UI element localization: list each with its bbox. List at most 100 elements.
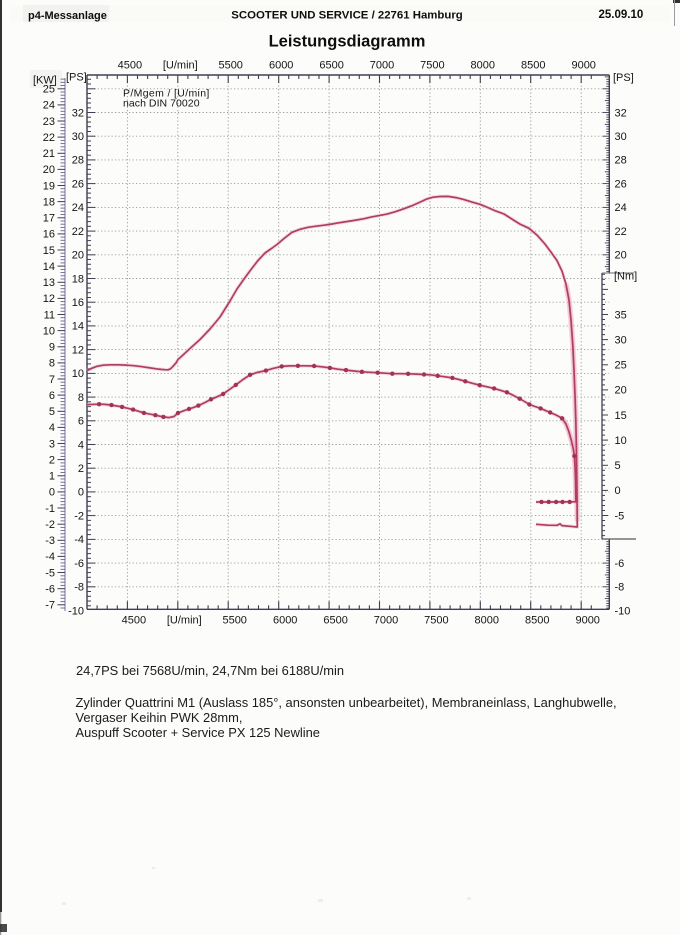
svg-text:5: 5 (615, 460, 621, 472)
svg-text:20: 20 (615, 250, 627, 262)
svg-text:22: 22 (72, 226, 84, 238)
svg-text:-6: -6 (45, 584, 55, 596)
svg-text:-8: -8 (615, 582, 625, 594)
svg-text:9000: 9000 (571, 60, 595, 72)
svg-text:24,7PS bei 7568U/min, 24,7Nm b: 24,7PS bei 7568U/min, 24,7Nm bei 6188U/m… (76, 663, 344, 678)
svg-text:4500: 4500 (118, 60, 142, 72)
svg-text:4: 4 (78, 439, 84, 451)
svg-text:-4: -4 (45, 551, 55, 563)
svg-text:16: 16 (72, 297, 84, 309)
svg-text:5500: 5500 (222, 615, 246, 627)
svg-text:25: 25 (43, 84, 55, 96)
svg-text:24: 24 (72, 202, 84, 214)
svg-text:6000: 6000 (269, 60, 293, 72)
svg-text:20: 20 (43, 164, 55, 176)
svg-text:2: 2 (78, 463, 84, 475)
svg-text:-4: -4 (74, 534, 84, 546)
svg-text:5: 5 (49, 406, 55, 418)
svg-text:10: 10 (615, 435, 627, 447)
svg-text:21: 21 (43, 148, 55, 160)
svg-text:0: 0 (615, 485, 621, 497)
svg-text:14: 14 (72, 321, 84, 333)
svg-text:Leistungsdiagramm: Leistungsdiagramm (269, 33, 426, 51)
svg-text:8500: 8500 (525, 615, 549, 627)
svg-text:12: 12 (43, 293, 55, 305)
svg-text:8: 8 (78, 392, 84, 404)
svg-text:7: 7 (49, 374, 55, 386)
svg-text:8: 8 (49, 358, 55, 370)
svg-text:Zylinder Quattrini M1 (Auslass: Zylinder Quattrini M1 (Auslass 185°, ans… (76, 695, 617, 710)
svg-text:10: 10 (72, 368, 84, 380)
svg-text:24: 24 (43, 100, 55, 112)
svg-text:15: 15 (43, 245, 55, 257)
svg-text:-6: -6 (615, 558, 625, 570)
svg-text:35: 35 (615, 309, 627, 321)
svg-text:9: 9 (49, 342, 55, 354)
svg-text:28: 28 (72, 155, 84, 167)
svg-text:-10: -10 (68, 605, 84, 617)
svg-text:8000: 8000 (471, 60, 495, 72)
svg-text:1: 1 (49, 471, 55, 483)
svg-text:8500: 8500 (521, 60, 545, 72)
svg-text:7500: 7500 (420, 60, 444, 72)
svg-text:7500: 7500 (424, 615, 448, 627)
svg-text:-8: -8 (74, 582, 84, 594)
svg-text:[PS]: [PS] (613, 72, 634, 84)
svg-text:0: 0 (49, 487, 55, 499)
svg-text:20: 20 (615, 385, 627, 397)
svg-text:30: 30 (615, 334, 627, 346)
svg-text:-3: -3 (45, 535, 55, 547)
svg-text:32: 32 (72, 107, 84, 119)
svg-text:-7: -7 (45, 600, 55, 612)
svg-text:2: 2 (49, 454, 55, 466)
svg-text:6: 6 (78, 416, 84, 428)
svg-text:p4-Messanlage: p4-Messanlage (28, 10, 107, 22)
svg-text:6: 6 (49, 390, 55, 402)
svg-text:-5: -5 (615, 510, 625, 522)
svg-text:14: 14 (43, 261, 55, 273)
svg-text:SCOOTER UND SERVICE / 22761 Ha: SCOOTER UND SERVICE / 22761 Hamburg (231, 10, 463, 22)
svg-text:[KW]: [KW] (33, 75, 57, 87)
svg-text:11: 11 (44, 309, 55, 321)
svg-text:15: 15 (615, 410, 627, 422)
svg-text:-2: -2 (45, 519, 55, 531)
svg-text:18: 18 (43, 196, 55, 208)
svg-text:6500: 6500 (319, 60, 343, 72)
svg-text:26: 26 (72, 178, 84, 190)
svg-text:12: 12 (72, 344, 84, 356)
svg-text:-6: -6 (74, 558, 84, 570)
svg-text:22: 22 (43, 132, 55, 144)
svg-text:-1: -1 (45, 503, 55, 515)
svg-text:28: 28 (615, 155, 627, 167)
svg-text:20: 20 (72, 250, 84, 262)
svg-text:30: 30 (72, 131, 84, 143)
svg-text:32: 32 (615, 107, 627, 119)
svg-text:6500: 6500 (323, 615, 347, 627)
svg-text:5500: 5500 (218, 60, 242, 72)
svg-text:9000: 9000 (575, 615, 599, 627)
svg-text:Vergaser Keihin PWK 28mm,: Vergaser Keihin PWK 28mm, (76, 710, 243, 725)
svg-text:-2: -2 (74, 510, 84, 522)
svg-text:22: 22 (615, 226, 627, 238)
svg-text:[PS]: [PS] (66, 72, 87, 84)
svg-text:24: 24 (615, 202, 627, 214)
svg-text:16: 16 (43, 229, 55, 241)
svg-text:4: 4 (49, 422, 55, 434)
svg-text:13: 13 (43, 277, 55, 289)
svg-text:30: 30 (615, 131, 627, 143)
svg-text:[Nm]: [Nm] (614, 271, 637, 283)
svg-text:10: 10 (43, 325, 55, 337)
svg-text:3: 3 (49, 438, 55, 450)
svg-text:P/Mgem / [U/min]: P/Mgem / [U/min] (123, 88, 210, 100)
svg-text:25: 25 (615, 360, 627, 372)
svg-text:7000: 7000 (374, 615, 398, 627)
svg-text:25.09.10: 25.09.10 (599, 9, 644, 21)
svg-text:0: 0 (78, 487, 84, 499)
svg-text:18: 18 (72, 273, 84, 285)
svg-text:4500: 4500 (122, 615, 146, 627)
svg-text:26: 26 (615, 178, 627, 190)
svg-text:[U/min]: [U/min] (163, 60, 198, 72)
svg-text:Auspuff Scooter + Service PX 1: Auspuff Scooter + Service PX 125 Newline (76, 725, 320, 740)
svg-text:6000: 6000 (273, 615, 297, 627)
svg-text:[U/min]: [U/min] (167, 615, 202, 627)
